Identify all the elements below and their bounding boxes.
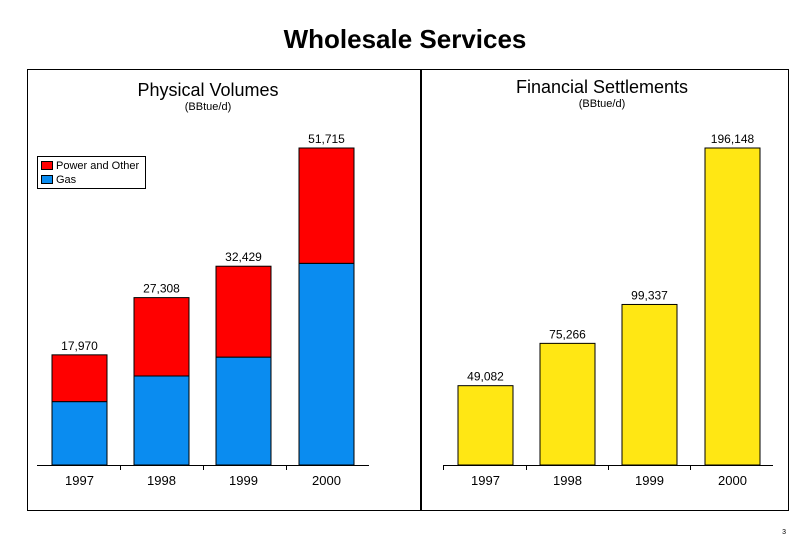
bar-gas-1997	[51, 401, 108, 466]
bar-power-and-other-2000	[298, 147, 355, 264]
left-bars-group: 17,970 1997 27,308 1998 32,429 1999 51,715 2000	[37, 132, 369, 488]
total-label-1998: 27,308	[143, 282, 180, 296]
total-label-2000: 51,715	[308, 132, 345, 146]
value-label-1999: 99,337	[631, 288, 668, 302]
legend-item-gas: Gas	[41, 174, 76, 186]
x-tick-label-1997: 1997	[471, 473, 500, 488]
left-chart-title: Physical Volumes	[137, 80, 278, 100]
right-chart-subtitle: (BBtue/d)	[579, 98, 625, 110]
bar-settlement-1999	[621, 303, 678, 466]
x-tick-label-1999: 1999	[229, 473, 258, 488]
x-tick-label-2000: 2000	[312, 473, 341, 488]
bar-settlement-2000	[704, 147, 761, 466]
legend-swatch-power	[41, 161, 53, 170]
page-number: 3	[782, 529, 786, 536]
bar-power-and-other-1999	[215, 265, 272, 358]
x-tick-label-1997: 1997	[65, 473, 94, 488]
total-label-1999: 32,429	[225, 250, 262, 264]
bar-gas-1998	[133, 375, 190, 466]
bar-settlement-1997	[457, 385, 514, 466]
x-tick-label-1998: 1998	[147, 473, 176, 488]
bar-power-and-other-1997	[51, 354, 108, 403]
value-label-1997: 49,082	[467, 370, 504, 384]
bar-power-and-other-1998	[133, 297, 190, 377]
bar-gas-2000	[298, 262, 355, 466]
value-label-1998: 75,266	[549, 327, 586, 341]
left-panel-border	[27, 69, 422, 511]
x-tick-label-2000: 2000	[718, 473, 747, 488]
right-panel-border	[420, 69, 789, 511]
legend: Power and Other Gas	[37, 156, 146, 189]
bar-gas-1999	[215, 356, 272, 466]
legend-item-power: Power and Other	[41, 160, 139, 172]
legend-label-gas: Gas	[56, 174, 77, 186]
legend-swatch-gas	[41, 175, 53, 184]
x-tick-label-1998: 1998	[553, 473, 582, 488]
x-tick-label-1999: 1999	[635, 473, 664, 488]
legend-label-power: Power and Other	[56, 160, 140, 172]
page-title: Wholesale Services	[283, 24, 527, 54]
right-chart-title: Financial Settlements	[516, 77, 688, 97]
left-chart-subtitle: (BBtue/d)	[185, 101, 231, 113]
value-label-2000: 196,148	[711, 132, 755, 146]
bar-settlement-1998	[539, 342, 596, 466]
total-label-1997: 17,970	[61, 339, 98, 353]
right-bars-group: 49,082 1997 75,266 1998 99,337 1999 196,148 200…	[443, 132, 773, 488]
